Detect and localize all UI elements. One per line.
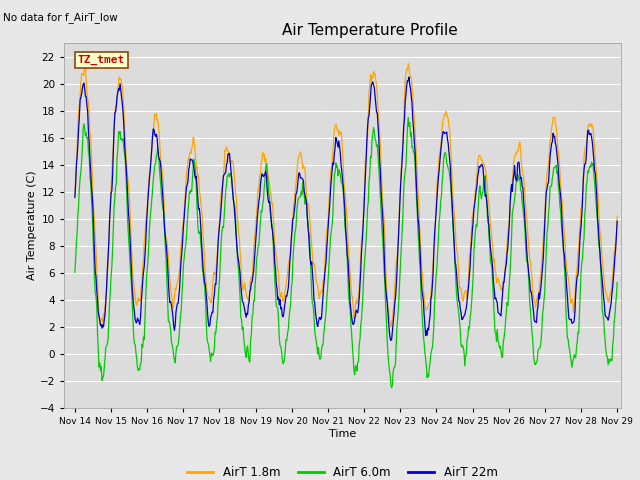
Title: Air Temperature Profile: Air Temperature Profile	[282, 23, 458, 38]
Text: No data for f_AirT_low: No data for f_AirT_low	[3, 12, 118, 23]
Y-axis label: Air Temperature (C): Air Temperature (C)	[27, 171, 37, 280]
X-axis label: Time: Time	[329, 429, 356, 439]
Legend: AirT 1.8m, AirT 6.0m, AirT 22m: AirT 1.8m, AirT 6.0m, AirT 22m	[182, 461, 502, 480]
Text: TZ_tmet: TZ_tmet	[78, 55, 125, 65]
